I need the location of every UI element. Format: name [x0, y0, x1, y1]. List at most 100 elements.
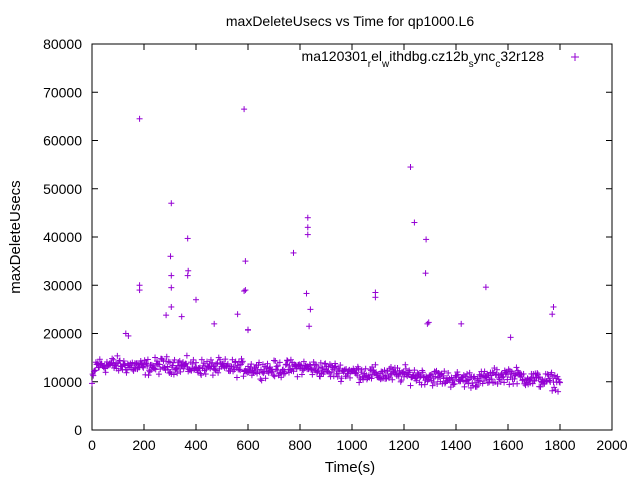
- data-point: [269, 368, 276, 375]
- data-point: [414, 375, 420, 382]
- data-point: [461, 383, 468, 390]
- data-point: [215, 369, 222, 376]
- data-point: [425, 319, 432, 326]
- data-point: [91, 367, 98, 374]
- data-point: [402, 361, 409, 368]
- y-tick-label: 80000: [43, 36, 82, 52]
- data-point: [222, 356, 229, 363]
- data-point: [184, 272, 191, 279]
- data-point: [229, 356, 236, 363]
- data-point: [115, 367, 122, 374]
- data-point: [441, 368, 448, 375]
- data-point: [304, 231, 311, 238]
- data-point: [141, 357, 148, 364]
- data-point: [555, 376, 562, 383]
- data-point: [270, 372, 277, 379]
- data-point: [217, 356, 224, 363]
- data-point: [169, 362, 176, 369]
- data-point: [469, 382, 476, 389]
- data-point: [482, 284, 489, 291]
- data-point: [293, 365, 300, 372]
- data-point: [381, 367, 388, 374]
- data-point: [180, 365, 187, 372]
- data-point: [148, 361, 155, 368]
- data-point: [464, 370, 471, 377]
- data-point: [359, 374, 366, 381]
- data-point: [136, 287, 143, 294]
- y-tick-label: 70000: [43, 84, 82, 100]
- data-point: [209, 359, 216, 366]
- data-point: [245, 369, 252, 376]
- data-point: [282, 370, 289, 377]
- data-point: [440, 372, 446, 379]
- y-axis-label: maxDeleteUsecs: [7, 180, 24, 293]
- data-point: [140, 364, 147, 371]
- data-point: [311, 361, 318, 368]
- data-point: [109, 355, 116, 362]
- data-point: [488, 372, 495, 379]
- data-point: [356, 379, 363, 386]
- x-tick-label: 1200: [388, 437, 419, 453]
- data-point: [373, 369, 380, 376]
- data-point: [240, 373, 247, 380]
- data-point: [334, 373, 341, 380]
- data-point: [198, 356, 205, 363]
- x-tick-label: 1800: [544, 437, 575, 453]
- data-point: [422, 270, 429, 277]
- data-point: [434, 374, 441, 381]
- y-tick-label: 30000: [43, 277, 82, 293]
- data-point: [241, 288, 248, 295]
- data-point: [337, 378, 344, 385]
- data-point: [163, 312, 170, 319]
- data-point: [143, 360, 150, 367]
- data-point: [207, 356, 214, 363]
- data-point: [392, 368, 399, 375]
- data-point: [286, 362, 293, 369]
- data-point: [303, 290, 310, 297]
- data-point: [248, 361, 255, 368]
- data-point: [190, 356, 197, 363]
- data-point: [504, 376, 511, 383]
- data-point: [493, 366, 500, 373]
- data-point: [278, 374, 285, 381]
- data-point: [482, 374, 489, 381]
- data-point: [168, 303, 175, 310]
- data-point: [531, 377, 538, 384]
- data-point: [500, 373, 507, 380]
- data-point: [317, 359, 324, 366]
- data-point: [114, 352, 121, 359]
- data-point: [336, 370, 342, 377]
- data-point: [421, 381, 428, 388]
- legend-entry-label: ma120301relwithdbg.cz12bsyncc32r128: [302, 48, 545, 70]
- data-point: [501, 379, 508, 386]
- data-point: [224, 360, 231, 367]
- data-point: [550, 303, 557, 310]
- x-tick-label: 200: [132, 437, 156, 453]
- data-point: [311, 365, 318, 372]
- data-point: [242, 258, 249, 265]
- y-tick-label: 50000: [43, 181, 82, 197]
- data-point: [250, 369, 257, 376]
- data-point: [167, 253, 174, 260]
- data-point: [110, 356, 117, 363]
- data-point: [90, 372, 97, 379]
- data-point: [168, 272, 175, 279]
- data-point: [407, 164, 414, 171]
- data-point: [232, 359, 238, 366]
- data-point: [486, 379, 493, 386]
- data-point: [193, 359, 199, 366]
- data-point: [555, 388, 562, 395]
- data-point: [263, 364, 270, 371]
- data-point: [536, 374, 543, 381]
- data-point: [209, 372, 216, 379]
- data-point: [319, 364, 326, 371]
- data-point: [475, 377, 482, 384]
- data-point: [294, 373, 301, 380]
- data-point: [315, 367, 322, 374]
- data-point: [168, 200, 175, 207]
- data-point: [236, 366, 243, 373]
- data-point: [554, 373, 561, 380]
- data-point: [477, 373, 484, 380]
- data-point: [287, 366, 294, 373]
- data-point: [389, 376, 396, 383]
